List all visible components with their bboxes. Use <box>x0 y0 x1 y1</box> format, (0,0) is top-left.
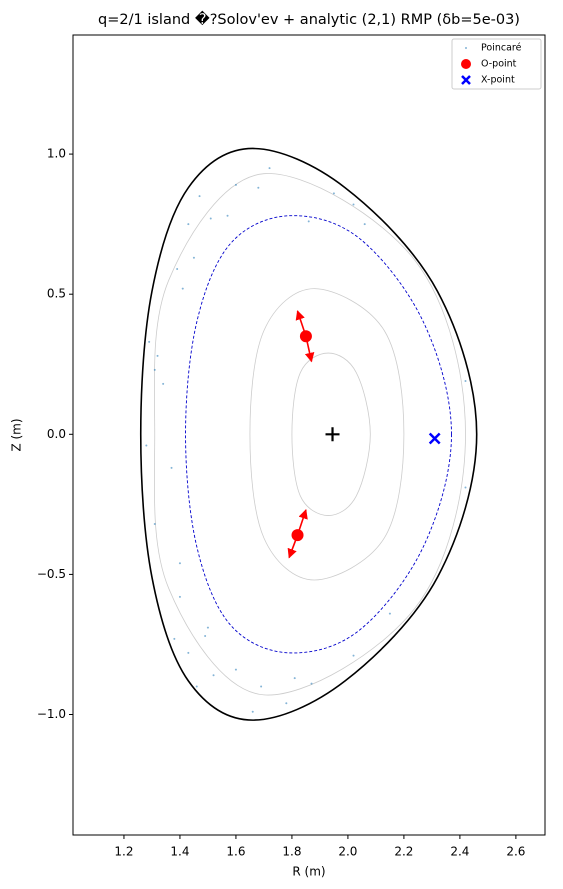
poincare-point <box>352 203 355 206</box>
x-axis-label: R (m) <box>292 865 325 879</box>
poincare-point <box>156 354 159 357</box>
flux-contour <box>153 173 466 696</box>
poincare-point <box>162 382 165 385</box>
x-point <box>428 432 441 445</box>
arrow <box>304 336 315 363</box>
legend-label: Poincaré <box>481 43 522 54</box>
arrow <box>287 534 299 559</box>
flux-contour <box>291 352 371 516</box>
legend-box <box>451 38 542 90</box>
poincare-point <box>285 702 288 705</box>
chart-title: q=2/1 island �?Solov'ev + analytic (2,1)… <box>98 10 520 28</box>
poincare-point <box>153 368 156 371</box>
x-tick-label: 2.4 <box>450 845 469 859</box>
legend-label: X-point <box>481 75 515 86</box>
x-tick-label: 1.6 <box>226 845 245 859</box>
x-tick-label: 1.2 <box>114 845 133 859</box>
plot-frame <box>72 34 546 836</box>
poincare-point <box>153 522 156 525</box>
poincare-point <box>310 682 313 685</box>
poincare-point <box>363 223 366 226</box>
poincare-point <box>187 651 190 654</box>
y-axis-label: Z (m) <box>10 418 24 451</box>
poincare-point <box>176 267 179 270</box>
poincare-point <box>268 167 271 170</box>
poincare-point <box>464 380 467 383</box>
poincare-point <box>170 466 173 469</box>
poincare-point <box>178 562 181 565</box>
legend-marker <box>465 47 467 49</box>
legend-label: O-point <box>481 59 517 70</box>
poincare-point <box>206 626 209 629</box>
q2-surface <box>185 215 452 654</box>
y-tick-label: 0.5 <box>47 287 66 301</box>
x-tick-label: 2.0 <box>338 845 357 859</box>
x-tick-label: 1.4 <box>170 845 189 859</box>
poincare-point <box>332 192 335 195</box>
poincare-point <box>251 710 254 713</box>
poincare-point <box>198 195 201 198</box>
poincare-point <box>307 220 310 223</box>
poincare-point <box>234 668 237 671</box>
poincare-point <box>464 486 467 489</box>
poincare-point <box>192 256 195 259</box>
poincare-point <box>226 214 229 217</box>
x-tick-label: 2.6 <box>506 845 525 859</box>
legend-marker <box>461 59 471 69</box>
arrow <box>295 310 307 337</box>
poincare-point <box>181 287 184 290</box>
arrow <box>296 509 308 536</box>
y-tick-label: 1.0 <box>47 147 66 161</box>
poincare-point <box>260 685 263 688</box>
poincare-point <box>234 183 237 186</box>
poincare-point <box>293 677 296 680</box>
poincare-point <box>178 595 181 598</box>
poincare-point <box>257 186 260 189</box>
x-tick-label: 2.2 <box>394 845 413 859</box>
poincare-point <box>352 654 355 657</box>
magnetic-axis <box>325 427 340 442</box>
y-tick-label: −0.5 <box>37 567 66 581</box>
poincare-point <box>204 635 207 638</box>
poincare-point <box>145 444 148 447</box>
poincare-point <box>195 685 198 688</box>
poincare-point <box>212 674 215 677</box>
flux-contour <box>249 288 405 581</box>
poincare-point <box>388 612 391 615</box>
y-tick-label: 0.0 <box>47 427 66 441</box>
y-tick-label: −1.0 <box>37 707 66 721</box>
boundary <box>139 147 478 721</box>
poincare-point <box>187 223 190 226</box>
legend-marker <box>461 75 471 85</box>
x-tick-label: 1.8 <box>282 845 301 859</box>
poincare-point <box>173 637 176 640</box>
poincare-point <box>148 340 151 343</box>
poincare-point <box>209 217 212 220</box>
